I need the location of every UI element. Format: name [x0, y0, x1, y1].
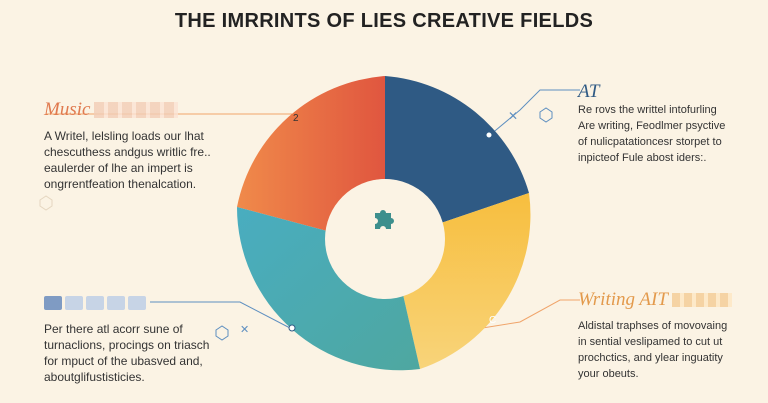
puzzle-icon	[375, 210, 394, 229]
writing-line-2: in sential veslipamed to cut ut	[578, 336, 723, 348]
cross-icon: ✕	[240, 324, 249, 336]
wheel-center-hole	[325, 179, 445, 299]
wheel-mark-c: C	[489, 315, 496, 326]
music-line-1: A Writel, lelsling loads our lhat	[44, 129, 204, 143]
ai-heading-tail: Re rovs the writtel intofurling	[578, 104, 717, 116]
segment-teal	[236, 207, 420, 371]
decorative-icon	[128, 296, 146, 310]
decorative-icon	[65, 296, 83, 310]
node-marker-bottom	[288, 324, 296, 332]
heading-decoration	[94, 102, 179, 118]
bottom-left-icon-strip	[44, 293, 234, 313]
ai-heading: AT	[578, 81, 600, 102]
music-line-4: ongrrentfeation thenalcation.	[44, 177, 197, 191]
connector-writing	[469, 299, 580, 331]
writing-block: Writing AIT Aldistal traphses of movovai…	[578, 288, 768, 382]
music-line-3: eaulerder of lhe an impert is	[44, 161, 193, 175]
ai-block: AT Re rovs the writtel intofurling Are w…	[578, 82, 768, 166]
connector-ai	[489, 89, 580, 136]
bottom-left-line-2: turnaclions, procings on triasch	[44, 338, 210, 352]
music-block: Music A Writel, lelsling loads our lhat …	[44, 98, 244, 192]
writing-line-3: prochctics, and ylear inguatity	[578, 352, 723, 364]
music-line-2: chescuthess andgus writlic fre..	[44, 145, 211, 159]
bottom-left-block: Per there atl acorr sune of turnaclions,…	[44, 293, 234, 385]
bottom-left-line-3: for mpuct of the ubasved and,	[44, 354, 203, 368]
calendar-icon	[44, 296, 62, 310]
bottom-left-line-4: aboutglifustisticies.	[44, 370, 145, 384]
wheel-mark-2: 2	[293, 113, 299, 124]
connector-bottom-left	[150, 301, 291, 329]
decorative-icon	[107, 296, 125, 310]
ai-line-3: inpicteof Fule abost iders:.	[578, 152, 707, 164]
ai-line-1: Are writing, Feodlmer psyctive	[578, 120, 726, 132]
diagram-title: THE IMRRINTS OF LIES CREATIVE FIELDS	[174, 10, 594, 32]
writing-heading: Writing AIT	[578, 289, 668, 310]
decorative-icon	[86, 296, 104, 310]
cross-icon: ✕	[508, 109, 518, 123]
hexagon-icon	[39, 195, 53, 211]
segment-yellow	[399, 193, 531, 369]
segment-navy	[385, 76, 529, 223]
music-heading: Music	[44, 99, 91, 120]
hexagon-icon	[215, 325, 229, 341]
writing-line-4: your obeuts.	[578, 368, 639, 380]
bottom-left-line-1: Per there atl acorr sune of	[44, 322, 183, 336]
ai-line-2: of nulicpatationcesr storpet to	[578, 136, 722, 148]
heading-decoration	[671, 293, 732, 307]
node-marker-ai	[485, 131, 493, 139]
hexagon-icon	[539, 107, 553, 123]
writing-line-1: Aldistal traphses of movovaing	[578, 320, 728, 332]
